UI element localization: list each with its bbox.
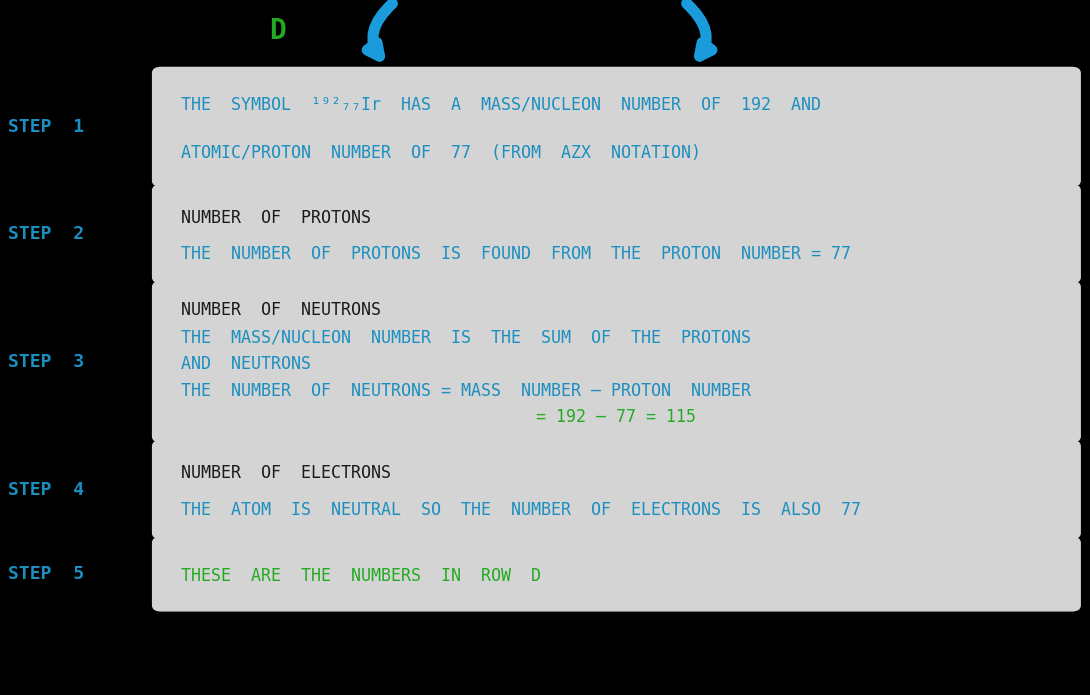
Text: STEP  5: STEP 5 xyxy=(8,565,84,583)
Text: NUMBER  OF  NEUTRONS: NUMBER OF NEUTRONS xyxy=(181,301,380,319)
Text: AND  NEUTRONS: AND NEUTRONS xyxy=(181,355,311,373)
Text: = 192 – 77 = 115: = 192 – 77 = 115 xyxy=(536,409,697,427)
Text: D: D xyxy=(269,17,287,45)
Text: ATOMIC/PROTON  NUMBER  OF  77  (FROM  AZX  NOTATION): ATOMIC/PROTON NUMBER OF 77 (FROM AZX NOT… xyxy=(181,144,701,162)
Text: NUMBER  OF  ELECTRONS: NUMBER OF ELECTRONS xyxy=(181,464,391,482)
FancyBboxPatch shape xyxy=(153,441,1080,539)
FancyBboxPatch shape xyxy=(153,537,1080,611)
Text: THE  SYMBOL  ¹⁹²₇₇Ir  HAS  A  MASS/NUCLEON  NUMBER  OF  192  AND: THE SYMBOL ¹⁹²₇₇Ir HAS A MASS/NUCLEON NU… xyxy=(181,96,821,114)
Text: STEP  1: STEP 1 xyxy=(8,118,84,136)
FancyArrowPatch shape xyxy=(367,3,392,56)
FancyArrowPatch shape xyxy=(687,3,712,56)
Text: NUMBER  OF  PROTONS: NUMBER OF PROTONS xyxy=(181,208,371,227)
Text: THE  MASS/NUCLEON  NUMBER  IS  THE  SUM  OF  THE  PROTONS: THE MASS/NUCLEON NUMBER IS THE SUM OF TH… xyxy=(181,328,751,346)
Text: STEP  3: STEP 3 xyxy=(8,353,84,370)
FancyBboxPatch shape xyxy=(153,281,1080,442)
Text: STEP  2: STEP 2 xyxy=(8,225,84,243)
Text: STEP  4: STEP 4 xyxy=(8,481,84,498)
Text: THE  ATOM  IS  NEUTRAL  SO  THE  NUMBER  OF  ELECTRONS  IS  ALSO  77: THE ATOM IS NEUTRAL SO THE NUMBER OF ELE… xyxy=(181,501,861,519)
Text: THE  NUMBER  OF  PROTONS  IS  FOUND  FROM  THE  PROTON  NUMBER = 77: THE NUMBER OF PROTONS IS FOUND FROM THE … xyxy=(181,245,851,263)
FancyBboxPatch shape xyxy=(153,185,1080,283)
Text: THESE  ARE  THE  NUMBERS  IN  ROW  D: THESE ARE THE NUMBERS IN ROW D xyxy=(181,567,541,585)
FancyBboxPatch shape xyxy=(153,67,1080,186)
Text: THE  NUMBER  OF  NEUTRONS = MASS  NUMBER – PROTON  NUMBER: THE NUMBER OF NEUTRONS = MASS NUMBER – P… xyxy=(181,382,751,400)
